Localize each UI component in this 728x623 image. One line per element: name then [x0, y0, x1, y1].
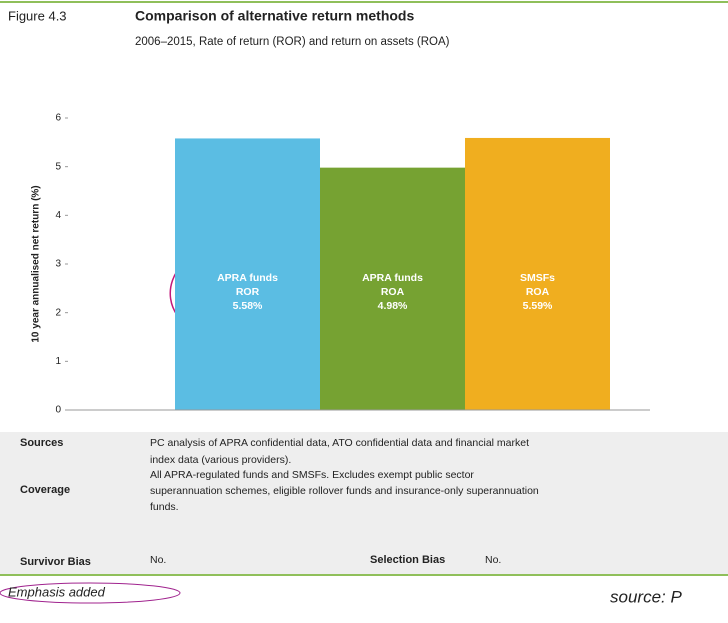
- bar: [465, 137, 610, 410]
- coverage-text: All APRA-regulated funds and SMSFs. Excl…: [150, 469, 474, 481]
- value-label: 5.58%: [233, 300, 263, 312]
- y-tick-label: 3: [55, 259, 61, 270]
- sources-label: Sources: [20, 437, 63, 449]
- value-label: 5.59%: [523, 300, 553, 312]
- emphasis-note: Emphasis added: [8, 584, 106, 599]
- y-tick-label: 5: [55, 161, 61, 172]
- coverage-label: Coverage: [20, 484, 70, 496]
- chart-subtitle: 2006–2015, Rate of return (ROR) and retu…: [135, 36, 450, 48]
- notes-panel: [0, 432, 728, 574]
- bar-measure: ROR: [236, 286, 260, 298]
- source-note: source: P: [610, 587, 682, 606]
- bar-measure: ROA: [526, 286, 550, 298]
- y-axis-label: 10 year annualised net return (%): [31, 185, 42, 342]
- bar: [175, 138, 320, 410]
- figure-label: Figure 4.3: [8, 8, 67, 23]
- y-tick-label: 6: [55, 113, 61, 124]
- sources-text: index data (various providers).: [150, 454, 291, 466]
- value-label: 4.98%: [378, 300, 408, 312]
- bar-category: APRA funds: [362, 272, 423, 284]
- sources-text: PC analysis of APRA confidential data, A…: [150, 437, 529, 449]
- coverage-text: superannuation schemes, eligible rollove…: [150, 485, 539, 497]
- selection-label: Selection Bias: [370, 554, 445, 566]
- bar-measure: ROA: [381, 286, 405, 298]
- survivor-value: No.: [150, 554, 166, 566]
- y-tick-label: 4: [55, 210, 61, 221]
- selection-value: No.: [485, 554, 501, 566]
- y-tick-label: 2: [55, 307, 61, 318]
- survivor-label: Survivor Bias: [20, 556, 91, 568]
- coverage-text: funds.: [150, 501, 179, 513]
- emphasis-oval: [0, 582, 181, 604]
- y-tick-label: 1: [55, 356, 61, 367]
- bar-category: SMSFs: [520, 272, 555, 284]
- bar-category: APRA funds: [217, 272, 278, 284]
- chart-title: Comparison of alternative return methods: [135, 8, 414, 24]
- y-tick-label: 0: [55, 405, 61, 416]
- bar: [320, 167, 465, 410]
